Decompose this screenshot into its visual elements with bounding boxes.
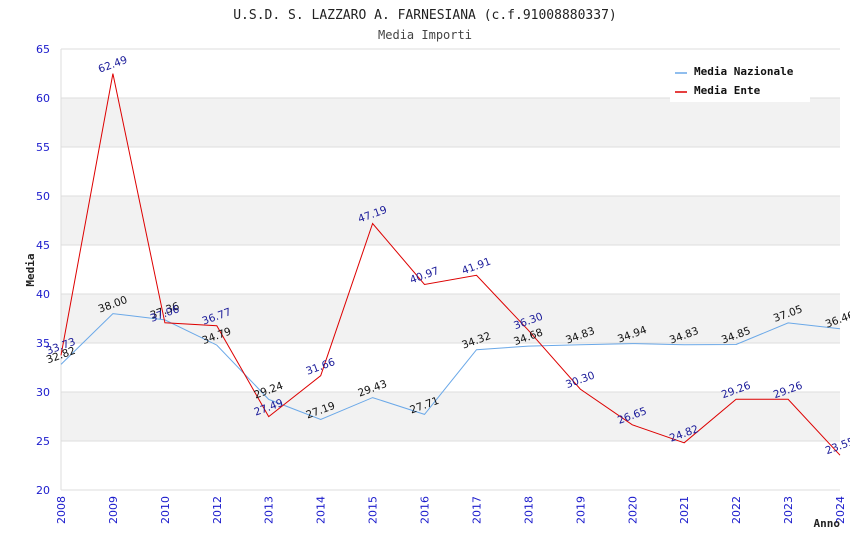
x-tick-label: 2019 bbox=[574, 496, 587, 524]
x-tick-label: 2016 bbox=[419, 496, 432, 524]
series-line-0 bbox=[60, 313, 841, 421]
x-tick-label: 2022 bbox=[730, 496, 743, 524]
x-tick-label: 2013 bbox=[263, 496, 276, 524]
x-tick-label: 2018 bbox=[522, 496, 535, 524]
legend: Media Nazionale Media Ente bbox=[670, 58, 810, 102]
y-tick-label: 55 bbox=[36, 141, 50, 154]
y-tick-label: 35 bbox=[36, 337, 50, 350]
y-tick-label: 45 bbox=[36, 239, 50, 252]
x-tick-label: 2017 bbox=[470, 496, 483, 524]
y-tick-label: 40 bbox=[36, 288, 50, 301]
x-tick-label: 2009 bbox=[107, 496, 120, 524]
y-tick-label: 50 bbox=[36, 190, 50, 203]
y-axis-ticks: 20 25 30 35 40 45 50 55 60 65 bbox=[36, 43, 50, 497]
y-tick-label: 65 bbox=[36, 43, 50, 56]
x-axis-label: Anno bbox=[814, 517, 841, 530]
y-axis-label: Media bbox=[24, 253, 37, 286]
x-tick-label: 2024 bbox=[834, 496, 847, 524]
grid-band bbox=[61, 98, 840, 147]
gridlines bbox=[60, 48, 840, 491]
chart-title: U.S.D. S. LAZZARO A. FARNESIANA (c.f.910… bbox=[233, 8, 617, 23]
series-line-1 bbox=[60, 73, 841, 456]
y-tick-label: 30 bbox=[36, 386, 50, 399]
data-label: 40.97 bbox=[408, 265, 440, 287]
x-tick-label: 2014 bbox=[315, 496, 328, 524]
x-tick-label: 2023 bbox=[782, 496, 795, 524]
grid-band bbox=[61, 392, 840, 441]
grid-bands bbox=[61, 98, 840, 441]
x-tick-label: 2008 bbox=[55, 496, 68, 524]
data-label: 41.91 bbox=[460, 256, 492, 278]
x-tick-label: 2010 bbox=[159, 496, 172, 524]
series-lines bbox=[60, 73, 841, 456]
x-tick-label: 2021 bbox=[678, 496, 691, 524]
grid-band bbox=[61, 196, 840, 245]
data-label: 30.30 bbox=[564, 369, 596, 391]
x-tick-label: 2015 bbox=[367, 496, 380, 524]
x-tick-label: 2012 bbox=[211, 496, 224, 524]
x-tick-label: 2020 bbox=[626, 496, 639, 524]
y-tick-label: 25 bbox=[36, 435, 50, 448]
data-label: 62.49 bbox=[97, 54, 129, 76]
y-tick-label: 20 bbox=[36, 484, 50, 497]
legend-label-nazionale: Media Nazionale bbox=[694, 65, 794, 78]
grid-band bbox=[61, 294, 840, 343]
y-tick-label: 60 bbox=[36, 92, 50, 105]
x-axis-ticks: 2008 2009 2010 2012 2013 2014 2015 2016 2017 2018… bbox=[55, 496, 847, 524]
legend-label-ente: Media Ente bbox=[694, 84, 761, 97]
chart-subtitle: Media Importi bbox=[378, 28, 472, 42]
legend-box bbox=[670, 58, 810, 102]
